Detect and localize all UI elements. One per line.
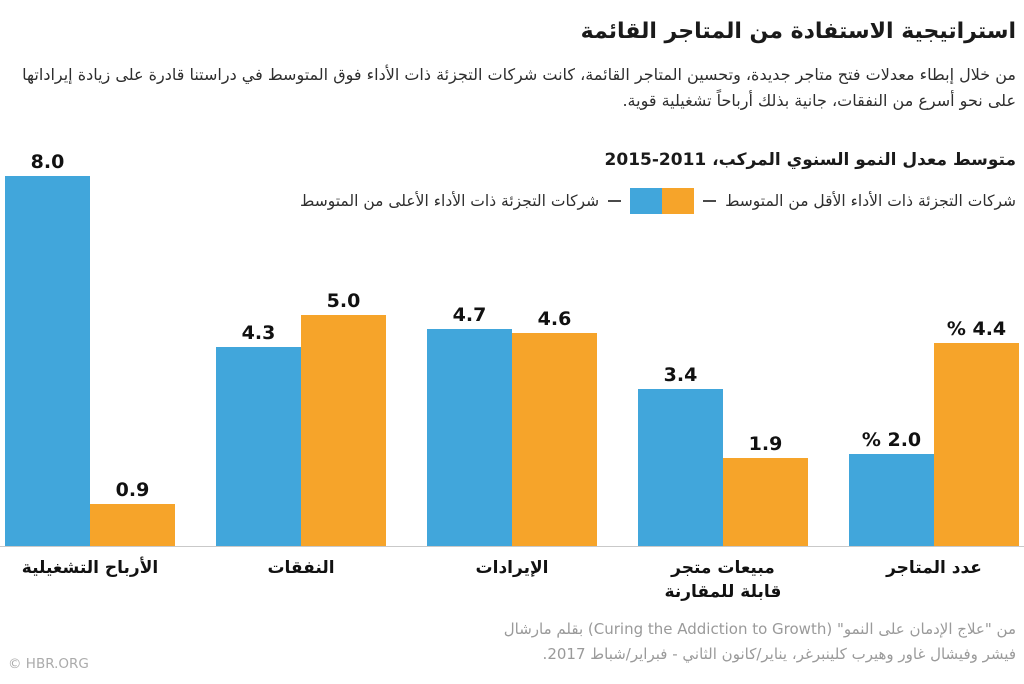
bar-value-label: 4.6 — [537, 308, 572, 331]
bar — [90, 504, 175, 546]
bar-chart: % 4.4 % 2.0 1.9 3.4 4.6 4.7 5.0 4.3 0.9 8.0 عدد ا… — [5, 151, 1019, 604]
legend-label-below-average: شركات التجزئة ذات الأداء الأقل من المتوس… — [725, 192, 1016, 210]
bar-value-label: 5.0 — [326, 290, 361, 312]
legend-swatches — [630, 188, 695, 214]
bar-value-label: 4.3 — [241, 322, 276, 345]
bar-group: 4.6 4.7 — [427, 304, 597, 546]
intro-text: من خلال إبطاء معدلات فتح متاجر جديدة، وت… — [22, 65, 1016, 110]
bar-with-label: 4.7 — [427, 304, 512, 546]
legend-dash-icon — [608, 200, 622, 202]
bar-group: % 4.4 % 2.0 — [849, 318, 1019, 546]
source-line-1: من "علاج الإدمان على النمو" (Curing the … — [503, 620, 1016, 638]
bar-value-label: % 4.4 — [946, 317, 1007, 340]
legend-swatch-above-average-icon — [630, 188, 663, 214]
x-axis-baseline — [0, 546, 1024, 547]
bar — [723, 458, 808, 546]
bar — [512, 333, 597, 546]
bar-value-label: 1.9 — [748, 433, 783, 456]
bar-group: 5.0 4.3 — [216, 290, 386, 546]
bar — [5, 176, 90, 546]
source-line-2: فيشر وفيشال غاور وهيرب كلينبرغر، يناير/ك… — [542, 645, 1016, 663]
category-label: مبيعات متجر قابلة للمقارنة — [664, 558, 782, 602]
page-title: استراتيجية الاستفادة من المتاجر القائمة — [580, 18, 1016, 44]
bar-with-label: 4.3 — [216, 290, 301, 546]
bar-group: 1.9 3.4 — [638, 364, 808, 546]
bar-groups: % 4.4 % 2.0 1.9 3.4 4.6 4.7 5.0 4.3 0.9 8.0 — [5, 151, 1019, 546]
bar-group: 0.9 8.0 — [5, 151, 175, 546]
bar-value-label: 4.7 — [452, 303, 487, 326]
category-labels: عدد المتاجر مبيعات متجر قابلة للمقارنة الإي… — [5, 556, 1019, 604]
bar-with-label: 1.9 — [723, 364, 808, 546]
chart-legend: شركات التجزئة ذات الأداء الأقل من المتوس… — [300, 188, 1016, 214]
bar — [638, 388, 723, 546]
bar-with-label: 4.6 — [512, 304, 597, 546]
bar-with-label: 8.0 — [5, 151, 90, 546]
source-citation: من "علاج الإدمان على النمو" (Curing the … — [504, 617, 1016, 667]
legend-label-above-average: شركات التجزئة ذات الأداء الأعلى من المتو… — [300, 192, 600, 210]
bar-with-label: 0.9 — [90, 151, 175, 546]
category-label: عدد المتاجر — [886, 558, 982, 578]
copyright-label: © HBR.ORG — [8, 656, 89, 672]
bar-with-label: 3.4 — [638, 364, 723, 546]
category-label: النفقات — [267, 558, 335, 578]
bar — [849, 453, 934, 546]
legend-swatch-below-average-icon — [662, 188, 695, 214]
chart-subtitle: متوسط معدل النمو السنوي المركب، 2011-201… — [604, 150, 1016, 171]
category-label: الإيرادات — [475, 558, 549, 578]
bar — [216, 347, 301, 546]
legend-dash-icon — [703, 200, 717, 202]
bar — [301, 315, 386, 546]
bar-value-label: 0.9 — [115, 479, 150, 502]
bar-value-label: 8.0 — [30, 151, 65, 174]
bar-value-label: 3.4 — [663, 363, 698, 386]
bar — [934, 342, 1019, 546]
bar-value-label: % 2.0 — [861, 428, 922, 451]
bar-with-label: 5.0 — [301, 290, 386, 546]
category-label: الأرباح التشغيلية — [21, 558, 159, 578]
bar-with-label: % 2.0 — [849, 318, 934, 546]
bar-with-label: % 4.4 — [934, 318, 1019, 546]
bar — [427, 328, 512, 546]
